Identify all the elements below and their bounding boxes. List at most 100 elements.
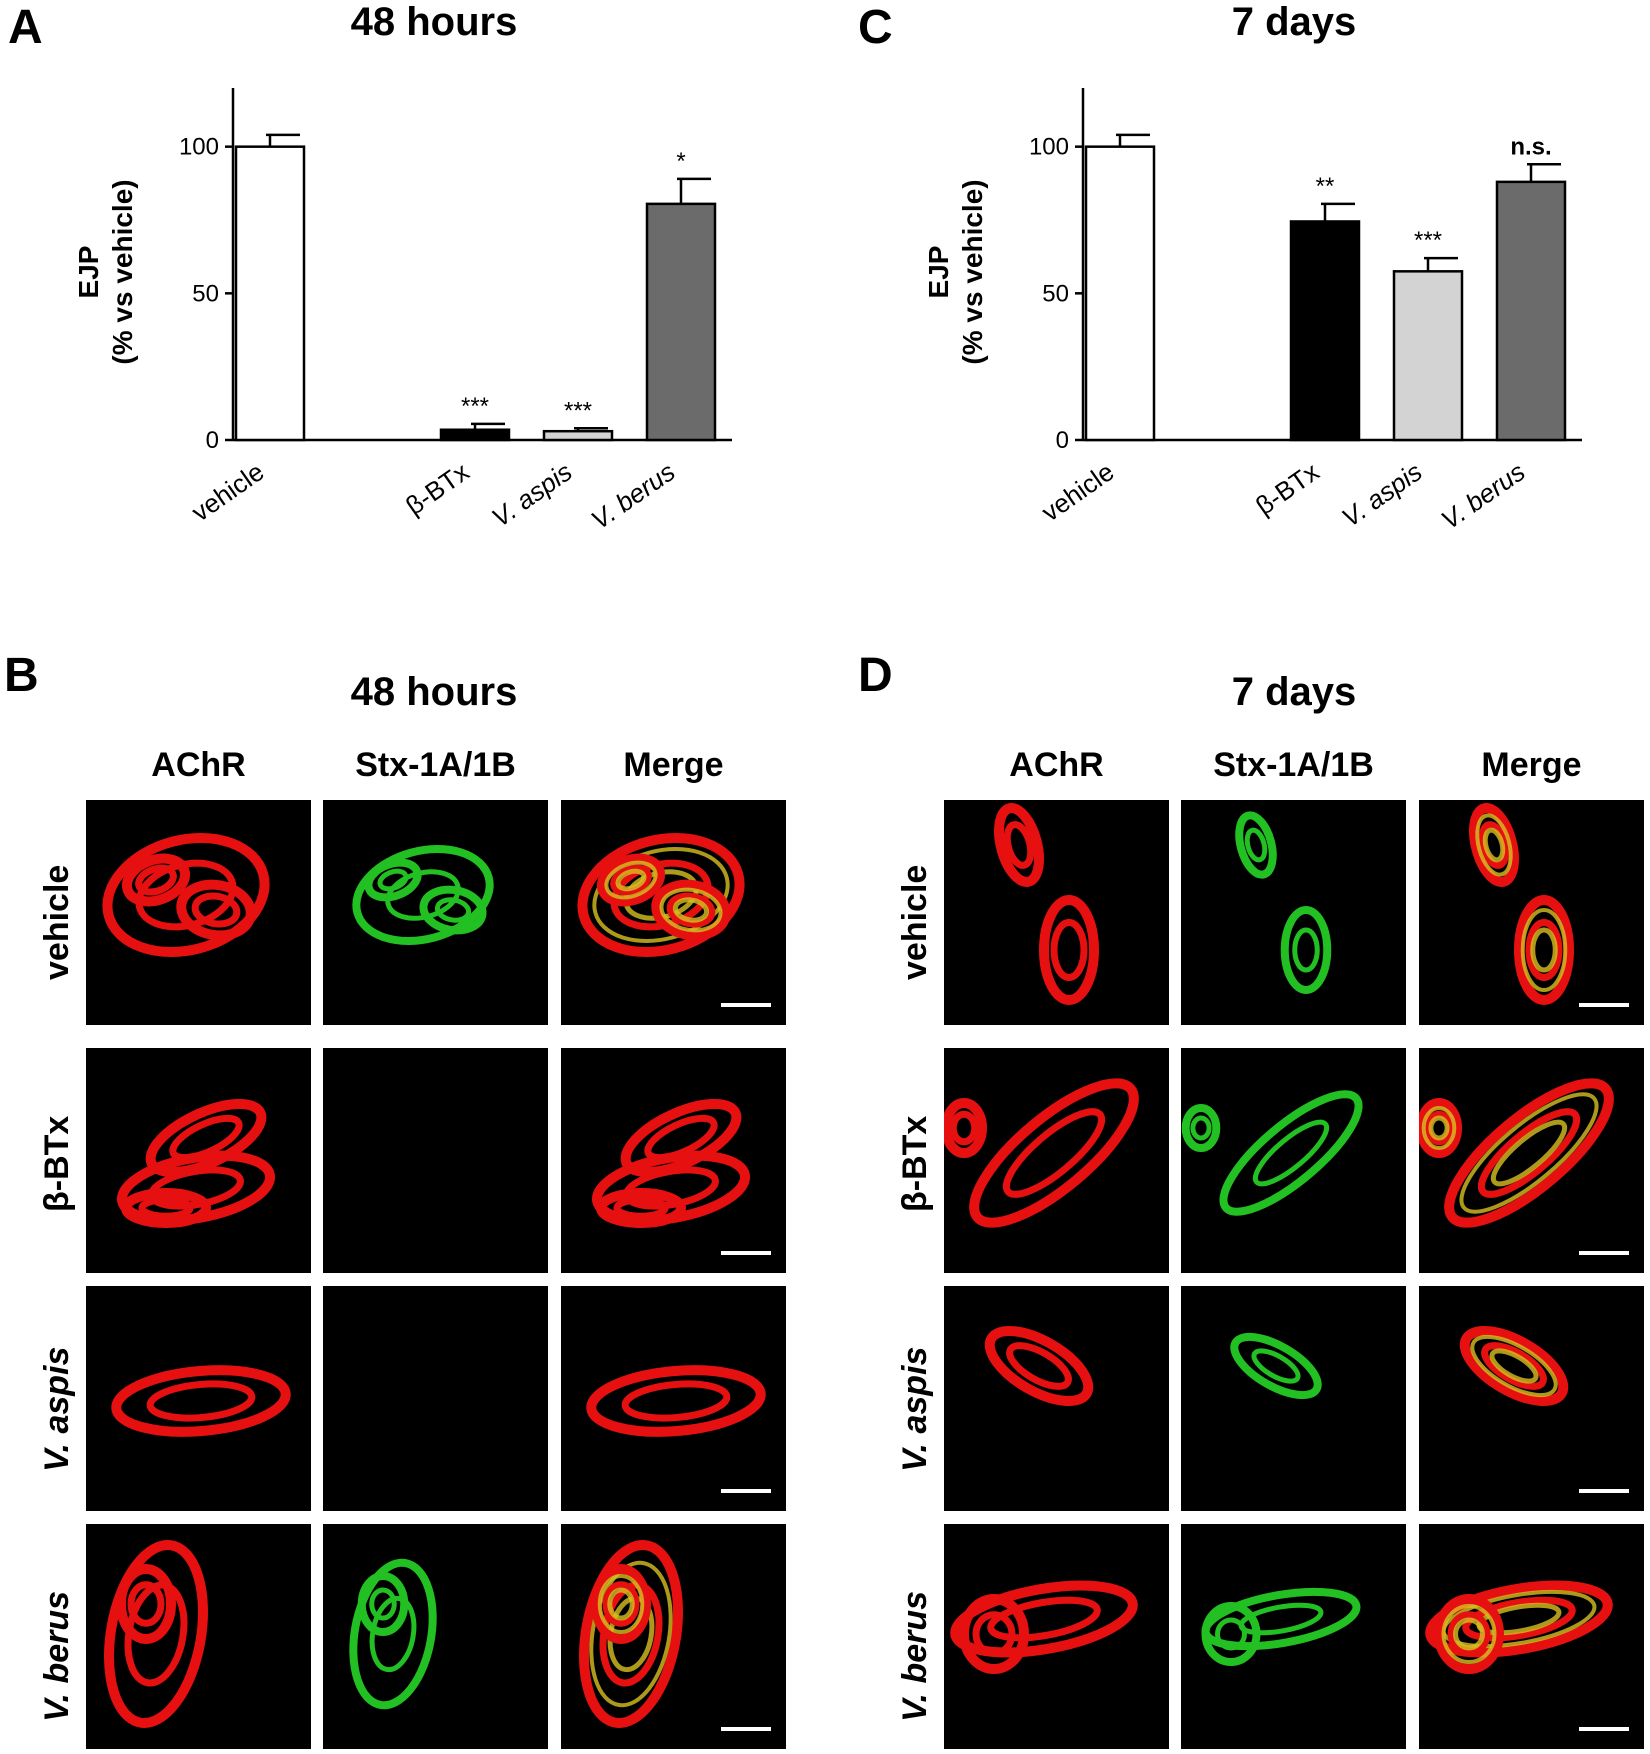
achr-signal (596, 1188, 686, 1228)
micrograph-d-vberus-achr (944, 1524, 1169, 1749)
significance-v-aspis: *** (1414, 227, 1442, 254)
stx-signal (349, 1558, 437, 1710)
row-label-bbtx-d: β-BTx (896, 1115, 934, 1212)
achr-signal-inner (1525, 919, 1563, 981)
stx-signal-inner (1292, 927, 1320, 973)
achr-signal (994, 803, 1044, 887)
stx-signal (1280, 906, 1332, 994)
stx-signal-inner (615, 868, 647, 892)
y-axis-label-line1: EJP (923, 246, 954, 299)
achr-signal (591, 1564, 651, 1644)
row-label-bbtx-b: β-BTx (38, 1115, 76, 1212)
stx-signal-inner (377, 868, 409, 892)
achr-signal (1039, 895, 1099, 1005)
row-label-vberus-b: V. berus (38, 1591, 77, 1722)
achr-signal (1469, 803, 1519, 887)
stx-signal (1219, 1090, 1363, 1216)
stx-signal-inner (1489, 1348, 1539, 1384)
stx-signal (1520, 908, 1568, 992)
row-label-vaspis-b-text: V. aspis (38, 1346, 76, 1472)
achr-signal-inner (169, 1114, 243, 1162)
achr-signal (586, 1365, 766, 1437)
panel-letter-d: D (858, 649, 893, 702)
panel-title-b: 48 hours (350, 670, 518, 714)
achr-signal (116, 1564, 176, 1644)
stx-signal (589, 1560, 673, 1708)
stx-signal (1470, 1334, 1558, 1398)
bar-vehicle (1084, 145, 1156, 442)
achr-signal-inner (1477, 1108, 1581, 1198)
stx-signal (352, 844, 494, 946)
micrograph-d-vberus-stx (1181, 1524, 1406, 1749)
achr-signal (176, 879, 256, 941)
bar-v-berus (645, 202, 717, 442)
achr-signal (969, 1078, 1139, 1228)
significance-v-aspis: *** (564, 397, 592, 424)
bar-chart-7-days: 0 50 100 EJP (% vs vehicle) vehicle ** β-BTx ***… (923, 88, 1582, 535)
stx-signal-inner (1453, 1617, 1485, 1651)
achr-signal-inner (949, 1110, 979, 1146)
micrograph-b-vaspis-achr (86, 1286, 311, 1511)
achr-signal-inner (135, 864, 177, 896)
micrograph-b-bbtx-stx (323, 1048, 548, 1273)
achr-signal-inner (987, 1596, 1101, 1642)
bar-v-aspis (1392, 270, 1464, 442)
achr-signal (121, 1188, 211, 1228)
achr-signal-inner (127, 1581, 165, 1627)
achr-signal-inner (1006, 1342, 1072, 1390)
stx-signal (364, 858, 422, 902)
micrograph-d-bbtx-merge (1419, 1048, 1644, 1273)
x-tick-label-vehicle: vehicle (186, 456, 270, 527)
panel-letter-a: A (8, 1, 43, 54)
col-header-stx-d: Stx-1A/1B (1213, 746, 1374, 784)
row-label-vberus-d-text: V. berus (896, 1590, 934, 1722)
stx-signal-inner (1252, 1119, 1330, 1187)
micrograph-d-vehicle-achr (944, 800, 1169, 1025)
y-tick-label-0: 0 (206, 427, 219, 454)
achr-signal-inner (1478, 821, 1510, 869)
significance-v-berus: n.s. (1510, 133, 1551, 160)
micrograph-d-vaspis-merge (1419, 1286, 1644, 1511)
achr-signal-inner (666, 892, 716, 928)
achr-signal-inner (972, 1611, 1016, 1657)
significance-btx: ** (1316, 173, 1335, 200)
micrograph-d-bbtx-stx (1181, 1048, 1406, 1273)
row-label-vaspis-d: V. aspis (896, 1347, 935, 1472)
stx-signal-inner (369, 1587, 397, 1621)
micrograph-b-vehicle-merge (561, 800, 786, 1025)
achr-signal (577, 832, 745, 958)
achr-signal (121, 853, 191, 907)
micrograph-d-vaspis-stx (1181, 1286, 1406, 1511)
stx-signal (1475, 813, 1513, 877)
col-header-merge-d: Merge (1481, 746, 1582, 784)
achr-signal-inner (610, 864, 652, 896)
stx-signal (592, 846, 730, 944)
y-axis-label-line2: (% vs vehicle) (957, 179, 988, 364)
y-tick-label-0: 0 (1056, 427, 1069, 454)
stx-signal (604, 860, 658, 900)
micrograph-b-vaspis-stx (323, 1286, 548, 1511)
stx-signal (1235, 811, 1277, 879)
achr-signal-inner (1002, 1108, 1106, 1198)
achr-signal (959, 1594, 1029, 1674)
stx-signal-inner (1530, 927, 1558, 973)
stx-signal (419, 885, 487, 935)
achr-signal (104, 1540, 208, 1728)
stx-signal (1230, 1332, 1322, 1400)
y-tick-label-100: 100 (1029, 134, 1069, 161)
stx-signal-inner (1244, 827, 1268, 863)
stx-signal-inner (1482, 827, 1506, 863)
achr-signal-inner (1424, 1110, 1454, 1146)
col-header-merge-b: Merge (623, 746, 724, 784)
micrograph-d-vaspis-achr (944, 1286, 1169, 1511)
y-axis-label-line2: (% vs vehicle) (107, 179, 138, 364)
x-tick-label-v-berus: V. berus (1435, 456, 1530, 535)
achr-signal-inner (621, 1380, 731, 1422)
stx-signal-inner (434, 897, 472, 923)
micrograph-b-vaspis-merge (561, 1286, 786, 1511)
stx-signal-inner (1251, 1348, 1301, 1384)
panel-title-c: 7 days (1231, 0, 1357, 44)
panel-letter-c: C (858, 1, 893, 54)
micrograph-b-vberus-achr (86, 1524, 311, 1749)
stx-signal-inner (672, 897, 710, 923)
